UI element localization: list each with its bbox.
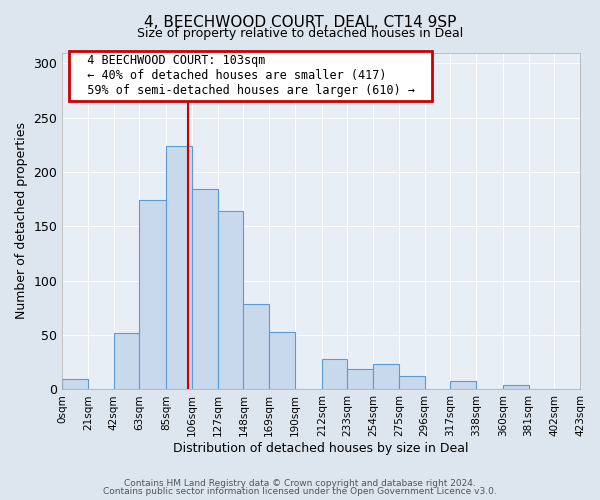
Text: 4 BEECHWOOD COURT: 103sqm  
  ← 40% of detached houses are smaller (417)  
  59%: 4 BEECHWOOD COURT: 103sqm ← 40% of detac… [73, 54, 429, 97]
Bar [269, 332, 295, 390]
Text: 4, BEECHWOOD COURT, DEAL, CT14 9SP: 4, BEECHWOOD COURT, DEAL, CT14 9SP [144, 15, 456, 30]
Bar [192, 190, 218, 390]
Bar [62, 378, 88, 390]
Text: Size of property relative to detached houses in Deal: Size of property relative to detached ho… [137, 28, 463, 40]
Bar [218, 211, 244, 390]
Bar [166, 146, 192, 390]
Y-axis label: Number of detached properties: Number of detached properties [15, 122, 28, 320]
Bar [373, 364, 399, 390]
Text: Contains HM Land Registry data © Crown copyright and database right 2024.: Contains HM Land Registry data © Crown c… [124, 478, 476, 488]
Bar [347, 369, 373, 390]
Bar [244, 304, 269, 390]
Bar [139, 200, 166, 390]
Bar [113, 333, 139, 390]
X-axis label: Distribution of detached houses by size in Deal: Distribution of detached houses by size … [173, 442, 469, 455]
Bar [503, 385, 529, 390]
Bar [322, 359, 347, 390]
Bar [450, 381, 476, 390]
Bar [399, 376, 425, 390]
Text: Contains public sector information licensed under the Open Government Licence v3: Contains public sector information licen… [103, 487, 497, 496]
